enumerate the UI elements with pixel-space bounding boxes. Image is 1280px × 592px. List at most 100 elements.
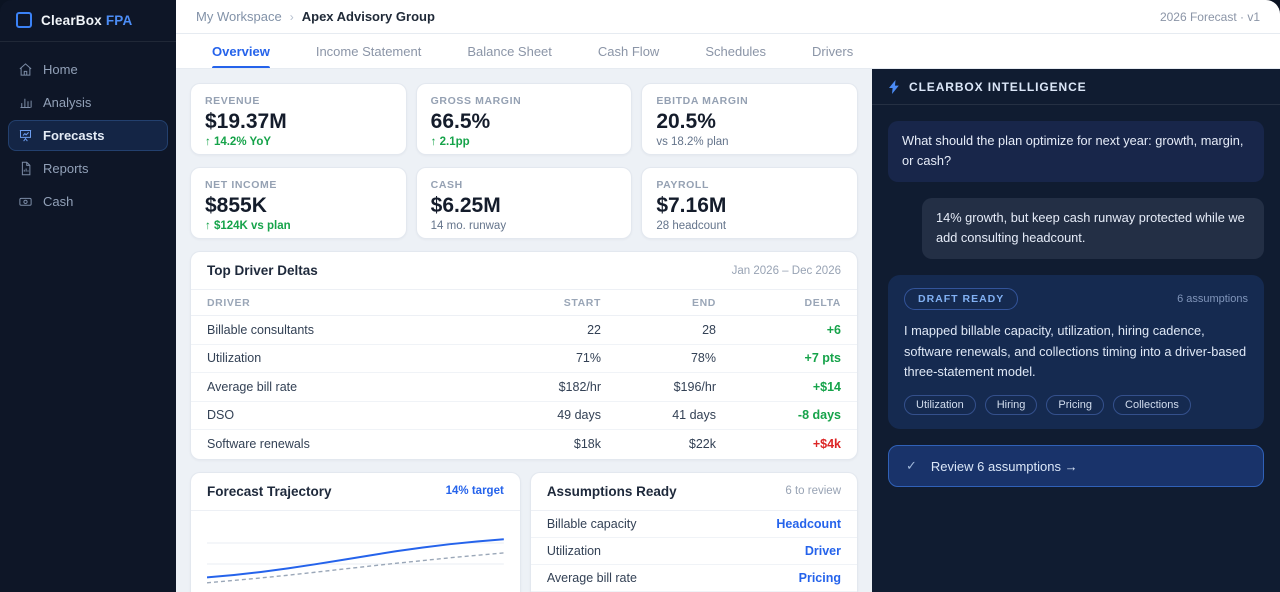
clearbox-logo-icon (16, 12, 32, 28)
document-icon (21, 161, 31, 176)
review-button-label: Review 6 assumptions → (930, 458, 1078, 474)
tab-balance-sheet[interactable]: Balance Sheet (467, 43, 552, 59)
assumption-row[interactable]: Utilization Driver (530, 538, 857, 565)
forecast-version-label: 2026 Forecast · v1 (1159, 9, 1260, 24)
banknote-icon (19, 197, 32, 206)
target-label: 14% target (445, 485, 504, 497)
tag-utilization[interactable]: Utilization (904, 395, 976, 416)
kpi-card-ebitda-margin: EBITDA MARGIN 20.5% vs 18.2% plan (641, 83, 858, 155)
kpi-label: GROSS MARGIN (430, 95, 522, 107)
delta-cell: +$4k (812, 437, 841, 452)
delta-cell: +7 pts (804, 351, 841, 366)
driver-cell: Software renewals (207, 437, 310, 452)
kpi-value: $855K (205, 194, 267, 217)
kpi-label: REVENUE (205, 95, 260, 107)
table-row[interactable]: Billable consultants 22 28 +6 (191, 316, 857, 345)
breadcrumb: My Workspace › Apex Advisory Group (196, 9, 435, 24)
sidebar-item-reports[interactable]: Reports (8, 153, 168, 184)
tabs-bar: Overview Income Statement Balance Sheet … (176, 34, 1280, 69)
content-row: REVENUE $19.37M ↑ 14.2% YoY GROSS MARGIN… (176, 69, 1280, 592)
kpi-grid: REVENUE $19.37M ↑ 14.2% YoY GROSS MARGIN… (190, 83, 858, 239)
assumption-category-link[interactable]: Headcount (776, 516, 841, 531)
kpi-card-cash: CASH $6.25M 14 mo. runway (415, 167, 633, 239)
table-header-row: DRIVER START END DELTA (191, 290, 857, 316)
kpi-value: $7.16M (656, 194, 727, 217)
delta-cell: +$14 (812, 379, 841, 394)
home-icon (19, 63, 32, 76)
sidebar-item-forecasts[interactable]: Forecasts (8, 120, 168, 151)
driver-cell: DSO (207, 408, 235, 423)
sidebar-item-cash[interactable]: Cash (8, 186, 168, 217)
chart-area (191, 511, 520, 591)
logo-accent: FPA (105, 12, 133, 28)
clearbox-intelligence-panel: CLEARBOX INTELLIGENCE What should the pl… (872, 69, 1280, 592)
table-row[interactable]: Software renewals $18k $22k +$4k (191, 430, 857, 459)
topbar: My Workspace › Apex Advisory Group 2026 … (176, 0, 1280, 34)
sidebar-item-home[interactable]: Home (8, 54, 168, 85)
tag-pricing[interactable]: Pricing (1046, 395, 1105, 416)
kpi-sub: ↑ 2.1pp (430, 136, 470, 149)
tag-collections[interactable]: Collections (1113, 395, 1191, 416)
start-cell: $182/hr (558, 379, 601, 394)
lightning-bolt-icon (889, 79, 899, 94)
main-column: My Workspace › Apex Advisory Group 2026 … (176, 0, 1280, 592)
end-cell: 41 days (672, 408, 716, 423)
kpi-label: CASH (430, 179, 463, 191)
sidebar-item-label: Cash (43, 194, 74, 209)
trajectory-header: Forecast Trajectory 14% target (191, 473, 520, 511)
check-icon: ✓ (906, 458, 917, 474)
start-cell: 22 (587, 322, 601, 337)
table-row[interactable]: Utilization 71% 78% +7 pts (191, 345, 857, 373)
tab-cash-flow[interactable]: Cash Flow (597, 43, 660, 59)
trajectory-chart (207, 523, 504, 591)
kpi-label: EBITDA MARGIN (656, 95, 749, 107)
column-header-start: START (563, 296, 601, 309)
kpi-sub: ↑ 14.2% YoY (205, 136, 272, 149)
assumption-row[interactable]: Average bill rate Pricing (530, 565, 857, 592)
table-row[interactable]: DSO 49 days 41 days -8 days (191, 402, 857, 430)
kpi-value: $6.25M (430, 194, 501, 217)
delta-cell: -8 days (797, 408, 841, 423)
assumption-label: Billable capacity (546, 516, 637, 531)
tag-hiring[interactable]: Hiring (984, 395, 1038, 416)
start-cell: 71% (575, 351, 601, 366)
assumption-row[interactable]: Billable capacity Headcount (530, 511, 857, 538)
driver-deltas-card: Top Driver Deltas Jan 2026 – Dec 2026 DR… (190, 251, 858, 460)
kpi-sub: ↑ $124K vs plan (205, 220, 291, 233)
tab-overview[interactable]: Overview (212, 34, 270, 68)
series-line (207, 539, 504, 577)
breadcrumb-current: Apex Advisory Group (301, 9, 435, 24)
draft-ready-card: DRAFT READY 6 assumptions I mapped billa… (888, 274, 1264, 430)
logo: ClearBox FPA (0, 0, 176, 42)
end-cell: $22k (688, 437, 716, 452)
kpi-sub: 28 headcount (656, 220, 727, 233)
presentation-chart-icon (19, 130, 32, 142)
assumption-category-link[interactable]: Pricing (798, 570, 841, 585)
intelligence-body: What should the plan optimize for next y… (872, 105, 1280, 503)
delta-cell: +6 (826, 322, 841, 337)
assumption-category-link[interactable]: Driver (804, 543, 841, 558)
assistant-message-bubble: 14% growth, but keep cash runway protect… (922, 197, 1264, 259)
driver-cell: Average bill rate (207, 379, 298, 394)
kpi-card-gross-margin: GROSS MARGIN 66.5% ↑ 2.1pp (415, 83, 633, 155)
start-cell: $18k (573, 437, 601, 452)
column-header-end: END (692, 296, 716, 309)
breadcrumb-workspace[interactable]: My Workspace (196, 9, 282, 24)
tab-drivers[interactable]: Drivers (812, 43, 854, 59)
review-assumptions-button[interactable]: ✓ Review 6 assumptions → (888, 445, 1264, 488)
kpi-sub: 14 mo. runway (430, 220, 507, 233)
kpi-card-revenue: REVENUE $19.37M ↑ 14.2% YoY (190, 83, 407, 155)
table-row[interactable]: Average bill rate $182/hr $196/hr +$14 (191, 373, 857, 402)
tag-row: Utilization Hiring Pricing Collections (904, 395, 1248, 416)
kpi-sub: vs 18.2% plan (656, 136, 729, 149)
driver-cell: Billable consultants (207, 322, 315, 337)
assumption-label: Average bill rate (546, 570, 637, 585)
sidebar-item-analysis[interactable]: Analysis (8, 87, 168, 118)
sidebar-item-label: Forecasts (43, 128, 105, 143)
kpi-label: NET INCOME (205, 179, 277, 191)
tab-schedules[interactable]: Schedules (705, 43, 767, 59)
review-count-label: 6 to review (785, 485, 841, 497)
tab-income-statement[interactable]: Income Statement (315, 43, 422, 59)
sidebar-nav: Home Analysis Forecasts Reports Cash (0, 42, 176, 229)
